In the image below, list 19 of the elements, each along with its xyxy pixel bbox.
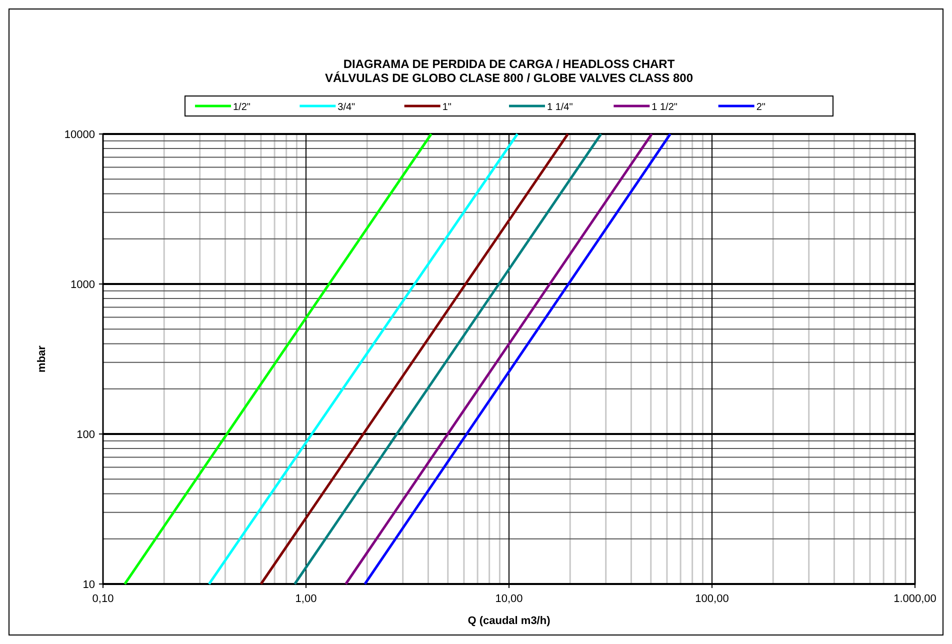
chart-title: DIAGRAMA DE PERDIDA DE CARGA / HEADLOSS CHART — [343, 57, 676, 71]
legend-label: 1 1/2" — [652, 102, 678, 113]
x-tick-label: 10,00 — [495, 593, 523, 605]
x-axis-title: Q (caudal m3/h) — [468, 615, 551, 627]
legend-label: 3/4" — [338, 102, 356, 113]
legend-label: 1 1/4" — [547, 102, 574, 113]
x-tick-label: 1.000,00 — [894, 593, 936, 605]
legend-label: 1" — [442, 102, 452, 113]
y-tick-label: 100 — [76, 429, 95, 441]
legend-label: 1/2" — [233, 102, 251, 113]
chart-subtitle: VÁLVULAS DE GLOBO CLASE 800 / GLOBE VALVES CLASS 800 — [324, 71, 694, 85]
y-tick-label: 1000 — [70, 279, 95, 291]
y-axis-title: mbar — [36, 344, 48, 372]
x-tick-label: 100,00 — [695, 593, 729, 605]
y-tick-label: 10000 — [64, 129, 95, 141]
y-tick-label: 10 — [82, 579, 95, 591]
x-tick-label: 0,10 — [92, 593, 114, 605]
legend-label: 2" — [756, 102, 766, 113]
x-tick-label: 1,00 — [295, 593, 317, 605]
